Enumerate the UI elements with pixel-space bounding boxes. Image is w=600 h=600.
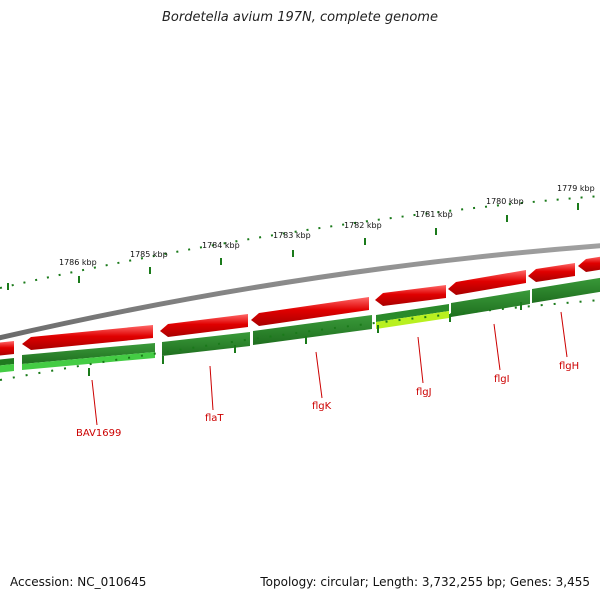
- gene-arrow[interactable]: [375, 285, 446, 306]
- genome-backbone: [0, 243, 600, 341]
- gene-label-flat: flaT: [205, 413, 224, 424]
- kbp-label-1785: 1785 kbp: [130, 250, 168, 259]
- label-leaders: [91, 311, 568, 426]
- kbp-label-1786: 1786 kbp: [59, 258, 97, 267]
- outer-major-ticks: [7, 203, 579, 290]
- inner-tick-ring: [0, 299, 600, 381]
- gene-label-flgh: flgH: [559, 361, 579, 372]
- genome-title: Bordetella avium 197N, complete genome: [162, 10, 438, 25]
- accession-text: Accession: NC_010645: [10, 575, 147, 589]
- gene-label-flgk: flgK: [312, 401, 332, 412]
- cds-block[interactable]: [0, 364, 14, 373]
- cds-block[interactable]: [22, 343, 155, 364]
- kbp-label-1780: 1780 kbp: [486, 197, 524, 206]
- cds-block[interactable]: [22, 352, 155, 370]
- gene-arrow[interactable]: [22, 325, 153, 350]
- cds-block[interactable]: [451, 290, 530, 317]
- gene-arrow[interactable]: [448, 270, 526, 295]
- inner-major-ticks: [88, 302, 522, 376]
- kbp-label-1779: 1779 kbp: [557, 184, 595, 193]
- gene-arrow[interactable]: [528, 263, 575, 282]
- gene-arrow[interactable]: [251, 297, 369, 326]
- gene-label-flgj: flgJ: [416, 387, 432, 398]
- cds-block[interactable]: [376, 311, 449, 329]
- cds-block[interactable]: [253, 315, 372, 345]
- cds-block[interactable]: [0, 358, 14, 366]
- cds-block[interactable]: [376, 304, 449, 322]
- cds-block[interactable]: [532, 277, 600, 303]
- genome-summary-text: Topology: circular; Length: 3,732,255 bp…: [260, 575, 590, 589]
- forward-genes: [0, 256, 600, 356]
- kbp-label-1783: 1783 kbp: [273, 231, 311, 240]
- gene-label-bav1699: BAV1699: [76, 428, 121, 439]
- gene-arrow[interactable]: [0, 341, 14, 356]
- gene-label-flgi: flgI: [494, 374, 510, 385]
- gene-arrow[interactable]: [160, 314, 248, 337]
- outer-tick-ring: [0, 195, 600, 289]
- cds-block[interactable]: [162, 332, 250, 356]
- kbp-label-1781: 1781 kbp: [415, 210, 453, 219]
- kbp-label-1784: 1784 kbp: [202, 241, 240, 250]
- gene-arrow[interactable]: [578, 256, 600, 272]
- kbp-label-1782: 1782 kbp: [344, 221, 382, 230]
- cds-track: [0, 277, 600, 373]
